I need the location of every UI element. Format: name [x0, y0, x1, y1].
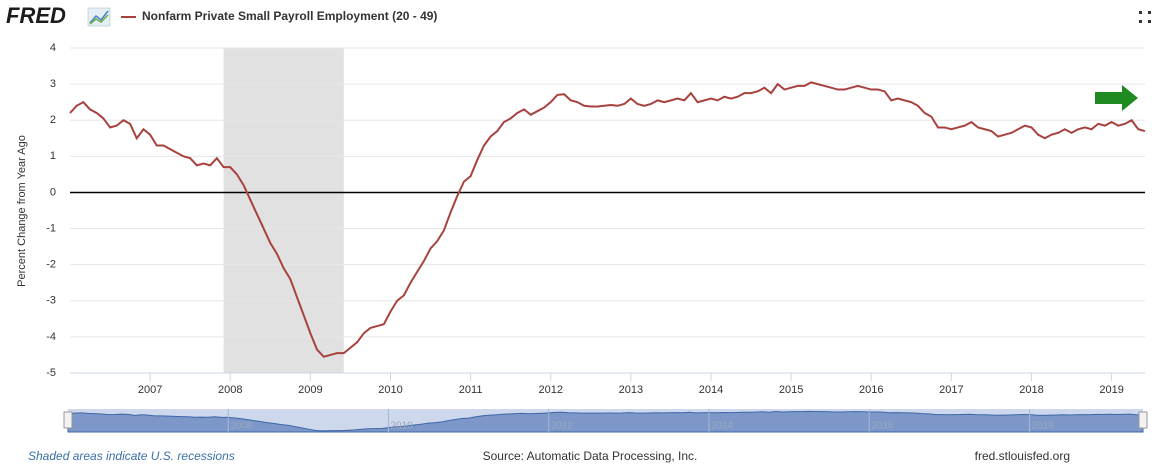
x-tick-label: 2017 — [939, 384, 963, 396]
y-tick-label: -3 — [46, 295, 56, 307]
navigator-tick-label: 2008 — [230, 421, 253, 432]
y-tick-label: -5 — [46, 367, 56, 379]
x-tick-label: 2007 — [138, 384, 162, 396]
x-tick-label: 2012 — [538, 384, 562, 396]
brand-logo: FRED — [6, 3, 66, 28]
y-tick-label: -1 — [46, 222, 56, 234]
x-tick-label: 2009 — [298, 384, 322, 396]
navigator-area — [67, 410, 1144, 433]
logo-icon — [87, 7, 111, 27]
y-tick-label: 3 — [50, 78, 56, 90]
y-tick-label: 1 — [50, 150, 56, 162]
navigator-tick-label: 2018 — [1031, 421, 1054, 432]
fullscreen-icon[interactable] — [1139, 11, 1151, 23]
navigator-tick-label: 2016 — [871, 421, 894, 432]
series-line — [69, 81, 1146, 358]
recession-shade — [223, 48, 344, 373]
x-tick-label: 2015 — [779, 384, 803, 396]
x-tick-label: 2019 — [1099, 384, 1123, 396]
x-tick-label: 2013 — [619, 384, 643, 396]
source: Source: Automatic Data Processing, Inc. — [483, 449, 698, 463]
navigator-tick-label: 2014 — [711, 421, 734, 432]
y-tick-label: 4 — [50, 42, 56, 54]
navigator-tick-label: 2012 — [551, 421, 574, 432]
x-tick-label: 2010 — [378, 384, 402, 396]
legend-label: Nonfarm Private Small Payroll Employment… — [142, 9, 437, 23]
recession-note[interactable]: Shaded areas indicate U.S. recessions — [28, 449, 235, 463]
navigator-handle[interactable] — [63, 411, 73, 429]
y-tick-label: 2 — [50, 114, 56, 126]
y-tick-label: -2 — [46, 259, 56, 271]
y-tick-label: 0 — [50, 186, 56, 198]
navigator-handle[interactable] — [1138, 411, 1148, 429]
site[interactable]: fred.stlouisfed.org — [975, 449, 1070, 463]
y-tick-label: -4 — [46, 331, 56, 343]
x-tick-label: 2011 — [459, 384, 483, 396]
x-tick-label: 2016 — [859, 384, 883, 396]
x-tick-label: 2008 — [218, 384, 242, 396]
next-arrow[interactable] — [1095, 85, 1138, 111]
y-axis-label: Percent Change from Year Ago — [16, 135, 28, 287]
x-tick-label: 2018 — [1019, 384, 1043, 396]
navigator-tick-label: 2010 — [390, 421, 413, 432]
x-tick-label: 2014 — [699, 384, 723, 396]
